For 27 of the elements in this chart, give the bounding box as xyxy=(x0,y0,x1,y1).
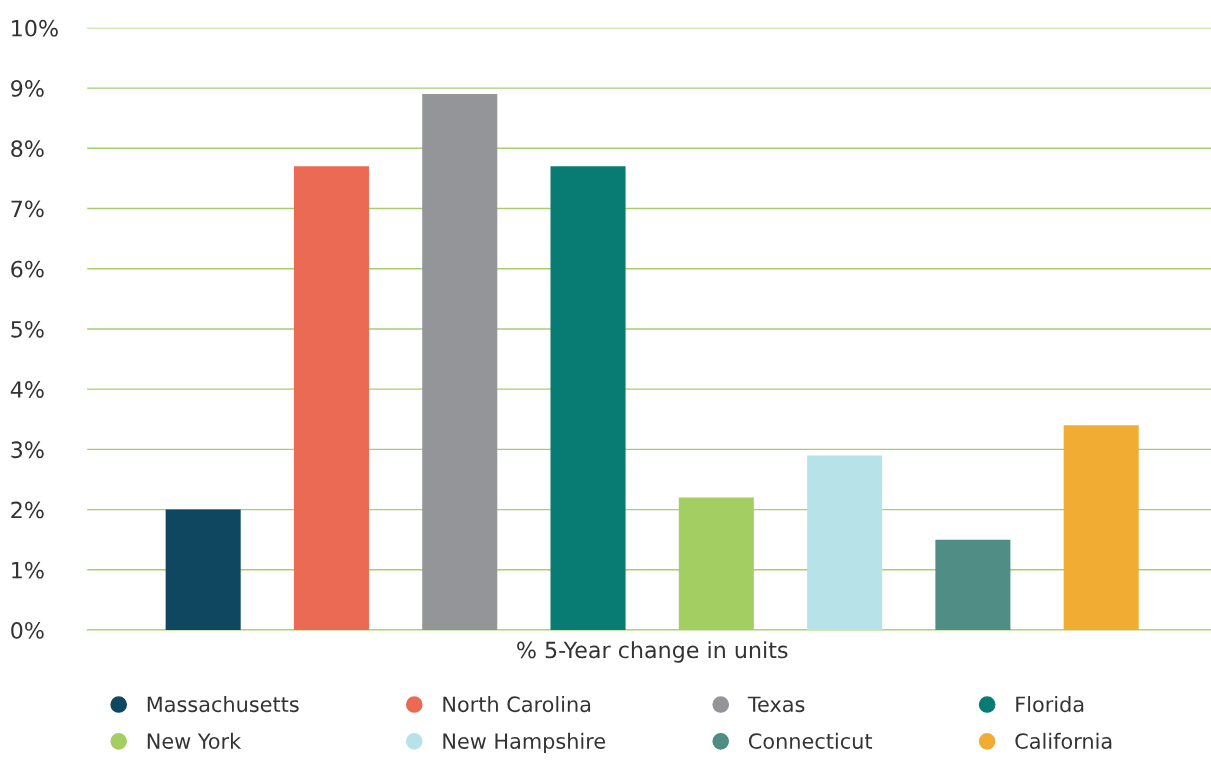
y-tick-label: 3% xyxy=(11,441,44,459)
x-tick-label: % 5-Year change in units xyxy=(517,641,788,663)
y-tick-label: 6% xyxy=(11,260,44,278)
y-tick-label: 9% xyxy=(11,80,44,97)
legend-label: Texas xyxy=(747,696,805,713)
legend-label: North Carolina xyxy=(443,696,591,713)
legend-label: Florida xyxy=(1016,696,1084,713)
y-tick-label: 2% xyxy=(11,501,44,519)
bar xyxy=(422,94,498,631)
y-tick-label: 0% xyxy=(11,621,44,639)
bar xyxy=(293,166,369,631)
legend-label: New Hampshire xyxy=(443,732,606,753)
y-tick-label: 1% xyxy=(12,561,44,579)
y-tick-label: 5% xyxy=(11,320,44,338)
y-tick-label: 10% xyxy=(12,19,58,37)
bar xyxy=(550,166,626,631)
bar xyxy=(807,455,883,631)
legend-label: California xyxy=(1015,732,1112,749)
legend-label: Connecticut xyxy=(748,732,873,749)
bar xyxy=(1063,425,1139,631)
y-tick-label: 8% xyxy=(11,140,44,158)
bar xyxy=(935,539,1011,631)
bar xyxy=(165,509,241,631)
y-tick-label: 7% xyxy=(11,200,44,218)
legend-label: Massachusetts xyxy=(147,696,299,713)
legend-label: New York xyxy=(147,732,242,749)
y-tick-label: 4% xyxy=(10,381,44,398)
